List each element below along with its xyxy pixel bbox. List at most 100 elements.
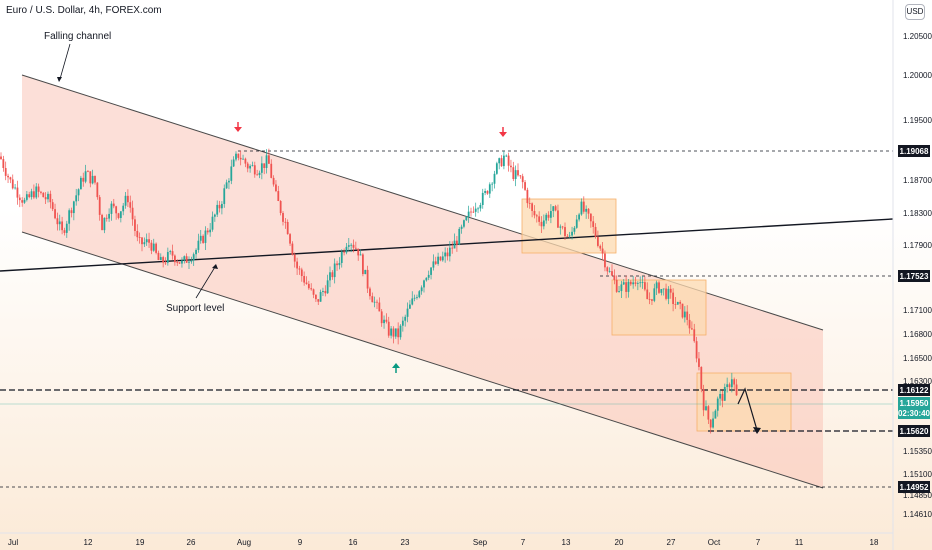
candle-body (613, 275, 616, 280)
candle-body (514, 170, 517, 180)
candle-body (204, 230, 207, 243)
candle-body (418, 291, 421, 298)
candle-body (594, 226, 597, 237)
candle-body (58, 221, 61, 225)
candle-body (528, 203, 531, 204)
candle-body (409, 304, 411, 309)
candle-body (108, 213, 110, 219)
time-tick-label: 26 (187, 538, 196, 547)
time-tick-label: 7 (521, 538, 526, 547)
candle-body (51, 202, 54, 210)
candle-body (578, 214, 580, 220)
candle-body (96, 182, 99, 198)
price-tick-label: 1.16300 (903, 377, 932, 386)
candle-body (329, 272, 331, 281)
badge-resistance-text: 1.16122 (900, 386, 929, 395)
candle-body (352, 244, 355, 248)
candle-body (629, 281, 632, 285)
candle-body (655, 282, 658, 289)
candle-body (646, 289, 649, 300)
candle-body (505, 155, 508, 157)
candle-body (481, 192, 484, 205)
candle-body (486, 191, 489, 194)
candle-body (545, 214, 548, 221)
time-tick-label: Sep (473, 538, 488, 547)
candle-body (9, 177, 12, 180)
candle-body (547, 214, 550, 218)
candle-body (608, 271, 611, 272)
candle-body (359, 254, 362, 256)
candle-body (70, 210, 73, 214)
candle-body (695, 341, 698, 359)
candle-body (456, 240, 458, 245)
candle-body (413, 297, 416, 299)
candle-body (134, 219, 136, 231)
candle-body (225, 182, 228, 189)
candle-body (42, 192, 45, 198)
candle-body (218, 204, 221, 209)
candle-body (691, 328, 693, 330)
candle-body (131, 207, 134, 220)
candle-body (580, 201, 583, 215)
candle-body (437, 256, 439, 264)
candle-body (25, 194, 28, 200)
time-tick-label: 20 (615, 538, 624, 547)
candle-body (221, 203, 223, 209)
badge-resistance (898, 384, 930, 396)
price-tick-label: 1.20000 (903, 71, 932, 80)
candle-body (98, 197, 101, 215)
candle-body (552, 206, 555, 212)
candle-body (230, 166, 233, 181)
badge-current (898, 397, 930, 419)
candle-body (202, 235, 204, 243)
candle-body (47, 193, 49, 200)
candle-body (564, 227, 566, 236)
badge-mid (898, 270, 930, 282)
candle-body (213, 214, 216, 217)
price-axis-ticks[interactable]: 1.20500 1.20000 1.19500 1.18700 1.18300 1.179… (903, 32, 932, 519)
candle-body (639, 282, 642, 284)
candle-body (310, 288, 313, 290)
candle-body (378, 302, 381, 312)
candle-body (524, 182, 526, 190)
candle-body (178, 262, 181, 264)
candle-body (40, 191, 42, 193)
candle-body (188, 261, 190, 263)
currency-button[interactable]: USD (905, 4, 925, 20)
falling-channel (22, 75, 823, 488)
candle-body (658, 282, 660, 293)
candle-body (16, 187, 19, 198)
candle-body (286, 222, 289, 235)
candle-body (331, 272, 334, 278)
candle-body (733, 379, 736, 385)
candle-body (21, 200, 24, 203)
candle-body (345, 246, 348, 253)
candle-body (80, 177, 82, 190)
candle-body (531, 203, 533, 211)
candle-body (101, 214, 103, 231)
candle-body (18, 197, 21, 201)
price-tick-label: 1.17900 (903, 241, 932, 250)
candles-series (0, 148, 738, 434)
candle-body (604, 253, 606, 268)
candle-body (488, 184, 491, 194)
candle-body (387, 321, 390, 336)
projection-arrow (737, 387, 758, 431)
candle-body (380, 311, 383, 324)
candle-body (430, 267, 432, 275)
candle-body (730, 379, 733, 388)
candle-body (693, 329, 696, 342)
candle-body (7, 175, 9, 178)
time-axis-ticks[interactable]: Jul 12 19 26 Aug 9 16 23 Sep 7 13 20 27 Oct 7 11 18 (8, 538, 879, 547)
candle-body (401, 320, 404, 326)
candle-body (72, 201, 75, 214)
candle-body (397, 328, 400, 338)
support-trendline (0, 218, 894, 272)
candle-body (434, 261, 437, 264)
candle-body (232, 159, 235, 167)
candle-body (477, 208, 479, 210)
candle-body (573, 227, 576, 232)
candle-body (122, 205, 125, 212)
